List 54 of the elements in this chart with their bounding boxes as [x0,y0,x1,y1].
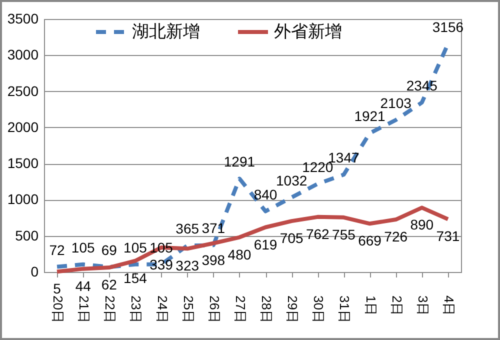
x-tick-label: 29日 [285,296,300,323]
y-tick-label: 500 [15,227,39,244]
data-label: 480 [228,246,252,262]
x-tick-label: 26日 [206,296,222,323]
x-tick-label: 31日 [337,296,352,323]
data-label: 44 [75,278,92,294]
data-label: 72 [49,242,66,258]
y-tick-label: 1000 [7,191,39,208]
data-label: 62 [101,276,118,293]
data-label: 705 [280,230,304,246]
data-label: 105 [124,239,148,256]
data-label: 762 [306,226,330,242]
data-label: 2103 [380,94,412,111]
y-tick-label: 1500 [7,155,39,172]
x-tick-label: 1日 [363,296,378,316]
x-tick-label: 30日 [311,296,326,323]
x-tick-label: 21日 [76,296,92,323]
data-label: 619 [254,236,278,252]
data-label: 731 [436,228,460,244]
x-tick-label: 3日 [415,296,430,316]
y-tick-label: 2000 [7,118,39,135]
x-tick-label: 20日 [50,296,66,323]
data-label: 3156 [432,18,464,35]
data-label: 669 [358,232,382,249]
data-label: 1291 [224,154,256,170]
data-label: 726 [384,228,408,245]
y-tick-label: 3000 [7,46,39,63]
data-label: 398 [202,252,226,268]
data-label: 840 [254,186,278,202]
x-tick-label: 23日 [128,296,144,323]
data-label: 371 [202,220,226,236]
x-tick-label: 28日 [259,296,274,323]
data-label: 154 [124,270,148,286]
data-label: 105 [71,239,95,256]
y-tick-label: 3500 [7,10,39,26]
x-tick-label: 25日 [180,296,196,323]
legend-label: 湖北新增 [132,22,200,41]
x-tick-label: 24日 [154,296,170,323]
data-label: 365 [176,220,200,237]
data-label: 69 [101,242,118,258]
x-tick-label: 22日 [102,296,118,323]
data-label: 1921 [354,108,386,124]
data-label: 5 [53,280,62,297]
data-label: 339 [150,256,174,272]
x-tick-label: 4日 [441,296,456,316]
data-label: 1032 [276,172,308,188]
y-tick-label: 2500 [7,82,39,99]
y-tick-label: 0 [30,264,39,280]
x-tick-label: 27日 [232,296,248,323]
x-tick-label: 2日 [389,296,404,316]
legend-label: 外省新增 [274,22,342,41]
data-label: 323 [176,258,200,274]
data-label: 890 [410,216,434,233]
data-label: 755 [332,226,356,242]
